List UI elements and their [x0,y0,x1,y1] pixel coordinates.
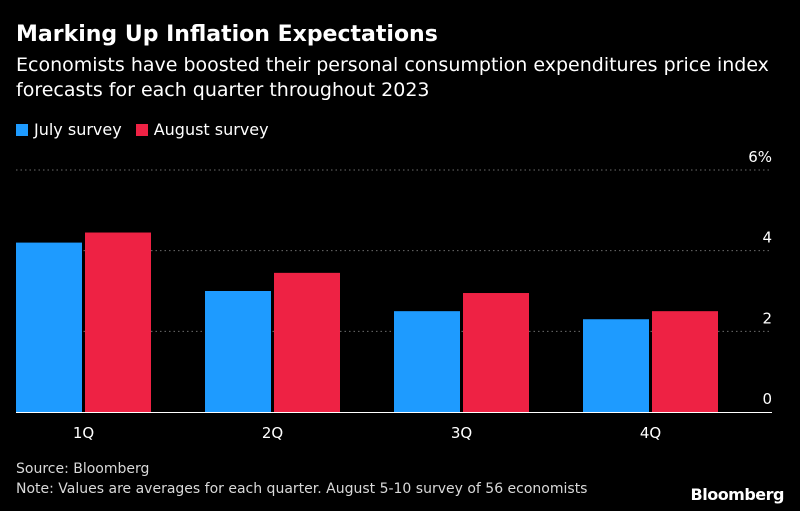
y-tick-label-4: 4 [762,229,772,247]
bar-august-survey-4q [652,311,718,412]
legend-swatch-august [135,124,148,136]
bar-august-survey-1q [85,232,151,412]
note-text: Note: Values are averages for each quart… [16,481,588,497]
bar-july-survey-4q [583,319,649,412]
legend-item-august: August survey [135,120,269,140]
bar-august-survey-3q [463,293,529,412]
bar-july-survey-2q [205,291,271,412]
bar-august-survey-2q [274,272,340,412]
bloomberg-logo: Bloomberg [690,485,785,504]
y-tick-label-2: 2 [762,309,772,327]
bar-july-survey-1q [16,242,82,412]
y-tick-label-6: 6% [748,148,772,166]
chart-title: Marking Up Inflation Expectations [16,22,438,47]
x-tick-label-3q: 3Q [451,424,472,442]
legend-label-august: August survey [153,120,269,139]
bar-july-survey-3q [394,311,460,412]
source-text: Source: Bloomberg [16,461,150,477]
legend-label-july: July survey [34,120,122,139]
bar-chart: 0 2 4 6% 1Q 2Q 3Q 4Q [16,148,772,442]
x-tick-label-1q: 1Q [73,424,94,442]
y-tick-label-0: 0 [762,390,772,408]
x-tick-label-2q: 2Q [262,424,283,442]
chart-subtitle: Economists have boosted their personal c… [16,54,769,101]
legend: July survey August survey [16,120,283,140]
x-tick-label-4q: 4Q [640,424,661,442]
legend-item-july: July survey [16,120,122,140]
legend-swatch-july [16,124,28,136]
